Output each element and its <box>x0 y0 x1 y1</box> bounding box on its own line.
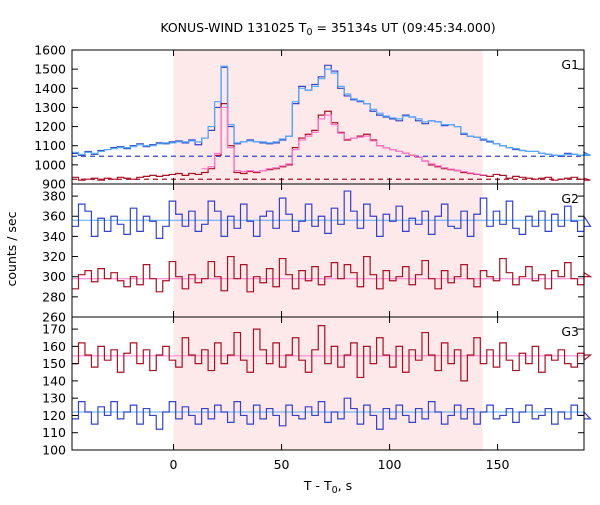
g2-y-tick-label: 280 <box>42 289 66 304</box>
g2-series-red <box>72 255 593 293</box>
x-tick-label: 150 <box>486 457 510 472</box>
g1-series-lightblue <box>72 65 591 156</box>
g3-y-tick-label: 150 <box>42 356 66 371</box>
g2-y-tick-label: 320 <box>42 249 66 264</box>
g3-series-red <box>72 325 593 382</box>
burst-interval-shade <box>173 50 483 450</box>
g2-y-tick-label: 340 <box>42 229 66 244</box>
x-axis-label: T - T0, s <box>303 478 352 496</box>
g3-panel-frame <box>71 316 585 451</box>
g1-y-tick-label: 1300 <box>34 100 66 115</box>
chart-title: KONUS-WIND 131025 T0 = 35134s UT (09:45:… <box>160 20 495 38</box>
g1-y-tick-label: 1100 <box>34 138 66 153</box>
x-tick-label: 50 <box>274 457 290 472</box>
g1-y-tick-label: 900 <box>42 177 66 192</box>
g2-panel-label: G2 <box>561 191 579 206</box>
g3-series-blue <box>72 397 592 430</box>
g1-y-tick-label: 1200 <box>34 119 66 134</box>
frame-layer <box>71 49 585 451</box>
g3-y-tick-label: 130 <box>42 391 66 406</box>
g3-y-tick-label: 100 <box>42 443 66 458</box>
g1-y-tick-label: 1000 <box>34 157 66 172</box>
g2-y-tick-label: 260 <box>42 310 66 325</box>
g3-y-tick-label: 110 <box>42 425 66 440</box>
text-layer: KONUS-WIND 131025 T0 = 35134s UT (09:45:… <box>4 20 579 496</box>
background-layer <box>173 50 483 450</box>
g3-panel-label: G3 <box>561 324 579 339</box>
x-tick-label: 100 <box>378 457 402 472</box>
g2-series-blue <box>72 190 592 240</box>
g1-y-tick-label: 1500 <box>34 62 66 77</box>
g3-y-tick-label: 160 <box>42 339 66 354</box>
data-layer <box>72 64 593 430</box>
g3-y-tick-label: 120 <box>42 408 66 423</box>
g3-y-tick-label: 140 <box>42 373 66 388</box>
g2-y-tick-label: 300 <box>42 269 66 284</box>
y-axis-label: counts / sec <box>4 211 19 286</box>
g1-series-pink <box>201 106 487 176</box>
g1-y-tick-label: 1400 <box>34 81 66 96</box>
x-tick-label: 0 <box>170 457 178 472</box>
g1-panel-label: G1 <box>561 57 579 72</box>
g1-y-tick-label: 1600 <box>34 43 66 58</box>
g2-y-tick-label: 360 <box>42 209 66 224</box>
g3-y-tick-label: 170 <box>42 322 66 337</box>
g2-y-tick-label: 380 <box>42 189 66 204</box>
